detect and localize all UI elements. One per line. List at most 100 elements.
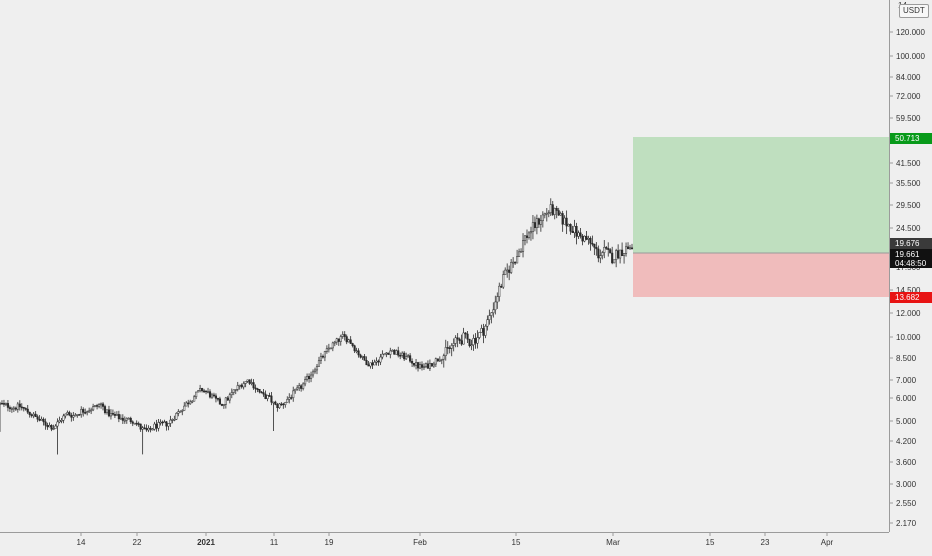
candle <box>331 341 334 352</box>
candle <box>482 323 485 344</box>
candle <box>543 212 546 219</box>
candle <box>319 352 323 364</box>
candle <box>107 405 111 418</box>
candle <box>34 411 37 417</box>
candle <box>474 333 477 349</box>
candle <box>438 356 441 362</box>
price-tick-label: 2.550 <box>896 499 917 508</box>
candle <box>456 333 459 348</box>
candle <box>44 418 47 430</box>
candle <box>361 355 364 360</box>
candle <box>238 384 241 390</box>
candle <box>555 205 558 219</box>
candle <box>230 388 233 399</box>
candle <box>197 389 200 393</box>
candle <box>589 236 592 251</box>
candle <box>535 214 538 235</box>
last-price-flag: 19.676 <box>890 238 932 249</box>
stop-loss-zone[interactable] <box>633 253 889 297</box>
candle <box>92 403 95 412</box>
candle <box>191 400 194 404</box>
candle <box>498 282 501 302</box>
candle <box>304 376 307 387</box>
candle <box>254 384 257 393</box>
candle <box>16 401 19 413</box>
candle <box>167 423 170 431</box>
price-tick-label: 3.000 <box>896 480 917 489</box>
candle <box>424 362 428 369</box>
candle <box>563 215 566 225</box>
candle <box>470 339 473 351</box>
candle <box>2 399 6 407</box>
candle <box>302 382 305 391</box>
candle <box>115 411 118 416</box>
candle <box>619 249 622 264</box>
price-axis[interactable]: 120.000 100.000 84.000 72.000 59.500 41.500 35… <box>889 0 932 532</box>
candle <box>248 379 251 385</box>
candle <box>551 201 554 216</box>
candle <box>480 324 483 333</box>
candle <box>286 396 289 403</box>
candle <box>565 210 568 235</box>
price-chart[interactable] <box>0 0 889 532</box>
candle <box>20 403 23 411</box>
candle <box>101 402 105 411</box>
long-position-tool[interactable] <box>633 137 889 297</box>
candle <box>199 384 202 393</box>
candle <box>0 400 4 405</box>
candle <box>494 295 497 315</box>
candle <box>246 379 249 383</box>
candle <box>452 338 455 352</box>
candle <box>625 242 628 257</box>
time-axis[interactable]: 14 22 2021 11 19 Feb 15 Mar 15 23 Apr <box>0 532 889 551</box>
candle <box>601 250 604 260</box>
candle <box>133 422 136 425</box>
candle <box>628 244 632 250</box>
candle <box>415 359 418 370</box>
candle <box>48 422 51 428</box>
candle <box>603 240 606 259</box>
time-tick-label: 14 <box>77 538 86 547</box>
candle <box>615 248 618 268</box>
candle <box>72 411 75 421</box>
candle <box>236 381 239 392</box>
candle <box>278 402 281 409</box>
target-price-flag-text: 50.713 <box>895 134 920 143</box>
candle <box>327 343 330 353</box>
candle <box>222 404 225 409</box>
candle <box>153 421 156 431</box>
candle <box>393 348 396 355</box>
candle <box>94 405 97 408</box>
time-tick-label: 15 <box>512 538 521 547</box>
chart-plot-area[interactable] <box>0 0 889 532</box>
candle <box>510 259 513 275</box>
candle <box>496 292 499 309</box>
candle <box>99 402 103 409</box>
candle <box>70 412 73 422</box>
candle <box>42 417 45 426</box>
candle <box>288 393 291 404</box>
candle <box>177 409 180 417</box>
currency-badge[interactable]: USDT <box>899 4 929 18</box>
candle <box>163 419 166 424</box>
candle <box>308 373 311 383</box>
candle <box>405 352 408 361</box>
candle <box>587 235 590 245</box>
candle <box>62 413 65 424</box>
candle <box>187 399 190 408</box>
candle <box>585 230 588 241</box>
candle <box>583 235 586 243</box>
candle <box>335 337 338 345</box>
price-tick-label: 35.500 <box>896 179 921 188</box>
candle <box>141 425 144 455</box>
candle <box>345 334 348 345</box>
candle <box>38 415 41 422</box>
candle <box>179 410 182 413</box>
candle <box>381 350 384 360</box>
candle <box>492 302 495 318</box>
candle <box>339 334 342 346</box>
take-profit-zone[interactable] <box>633 137 889 253</box>
candle <box>272 401 275 432</box>
candle <box>311 369 315 378</box>
